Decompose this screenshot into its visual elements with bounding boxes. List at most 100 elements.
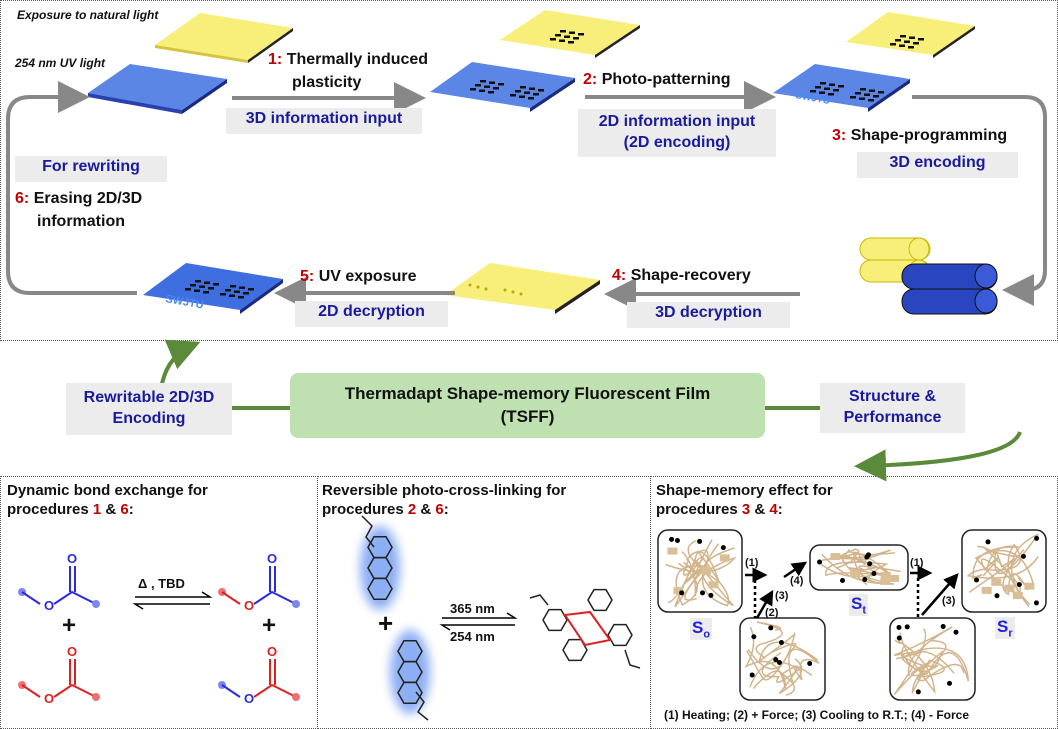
pattern-mark xyxy=(220,293,226,296)
pattern-mark xyxy=(204,281,210,284)
crystalline-domain xyxy=(673,587,684,595)
ester-end xyxy=(92,600,100,608)
pattern-mark xyxy=(878,91,884,94)
crosslink-point xyxy=(896,635,902,641)
crosslink-point xyxy=(915,689,921,695)
pattern-mark xyxy=(873,95,879,98)
pattern-mark xyxy=(503,288,507,292)
step1-label-cont: plasticity xyxy=(292,74,362,91)
pattern-mark xyxy=(864,93,870,96)
ester-bond xyxy=(21,684,41,698)
crosslink-point xyxy=(773,657,779,663)
polymer-strand xyxy=(675,562,709,606)
arrow-step3 xyxy=(912,95,1047,306)
pattern-mark xyxy=(819,91,825,94)
pattern-mark xyxy=(820,82,826,85)
pattern-mark xyxy=(185,288,191,291)
uv-light-label: 254 nm UV light xyxy=(15,56,106,70)
crosslink-point xyxy=(674,537,680,543)
film-yellow-recovered xyxy=(445,263,600,314)
crosslink-point xyxy=(839,578,845,584)
pattern-mark xyxy=(855,92,861,95)
box-rewritable-encoding: Rewritable 2D/3D Encoding xyxy=(66,383,232,435)
ester-oxygen: O xyxy=(67,644,77,659)
crosslink-point xyxy=(1034,535,1040,541)
box-3d-decryption: 3D decryption xyxy=(627,302,790,328)
benzene-ring xyxy=(587,588,613,612)
pattern-mark xyxy=(890,43,896,46)
crosslink-point xyxy=(947,680,953,686)
pattern-mark xyxy=(538,89,544,92)
ester-bond xyxy=(221,684,241,698)
crosslink-point xyxy=(807,661,813,667)
pattern-mark xyxy=(225,289,231,292)
pattern-mark xyxy=(470,88,476,91)
crosslink-point xyxy=(1016,582,1022,588)
film-blue-swjtu xyxy=(143,263,283,314)
pattern-mark xyxy=(510,94,516,97)
step-heating-2: (1) xyxy=(910,557,924,569)
crosslink-point xyxy=(953,629,959,635)
crystalline-domain xyxy=(701,567,712,575)
film-blue-3-patterned xyxy=(773,64,910,112)
crystalline-domain xyxy=(708,581,719,589)
ester-oxygen: O xyxy=(44,691,54,706)
crosslink-point xyxy=(871,571,877,577)
crystalline-domain xyxy=(830,553,841,561)
crystalline-domain xyxy=(981,586,992,594)
pattern-mark xyxy=(511,290,515,294)
pattern-mark xyxy=(239,286,245,289)
green-arrow-down xyxy=(854,431,1022,482)
pattern-mark xyxy=(498,83,504,86)
crosslink-point xyxy=(1020,553,1026,559)
film-yellow-1 xyxy=(155,13,293,63)
pattern-mark xyxy=(900,35,906,38)
crosslink-point xyxy=(817,559,823,565)
pattern-mark xyxy=(230,285,236,288)
plus-sign-3: + xyxy=(378,608,394,638)
crosslink-point xyxy=(751,634,757,640)
pattern-mark xyxy=(573,37,579,40)
plus-sign-2: + xyxy=(262,612,277,639)
plus-sign-1: + xyxy=(62,612,77,639)
pattern-mark xyxy=(564,35,570,38)
equilibrium-arrows-2 xyxy=(439,612,518,631)
pattern-mark xyxy=(533,93,539,96)
crosslink-point xyxy=(896,625,902,631)
step-cooling-1: (3) xyxy=(775,590,789,602)
box-2d-decryption: 2D decryption xyxy=(295,301,448,327)
pattern-mark xyxy=(488,91,494,94)
pattern-marks xyxy=(185,30,924,299)
panel1-title: Dynamic bond exchange for procedures 1 & … xyxy=(7,482,208,518)
step6-label: 6: Erasing 2D/3D xyxy=(15,190,143,207)
ester-end xyxy=(292,693,300,701)
pattern-mark xyxy=(520,86,526,89)
pattern-mark xyxy=(208,287,214,290)
pattern-mark xyxy=(913,42,919,45)
step4-label: 4: Shape-recovery xyxy=(612,267,751,284)
alkyl-chain xyxy=(361,515,375,548)
pattern-mark xyxy=(869,89,875,92)
crosslink-point xyxy=(904,624,910,630)
pattern-mark xyxy=(515,90,521,93)
pattern-mark xyxy=(476,285,480,289)
polymer-network-boxes xyxy=(657,529,1047,701)
film-yellow-3 xyxy=(846,12,975,58)
ester-end xyxy=(292,600,300,608)
pattern-mark xyxy=(190,284,196,287)
benzene-ring xyxy=(397,681,423,704)
crosslink-point xyxy=(749,672,755,678)
step2-label: 2: Photo-patterning xyxy=(583,71,731,88)
ester-bond xyxy=(253,683,297,698)
pattern-mark xyxy=(555,34,561,37)
step1-label: 1: Thermally induced xyxy=(268,51,429,68)
pattern-mark xyxy=(243,292,249,295)
condition-label: Δ , TBD xyxy=(138,576,185,591)
crystalline-domain xyxy=(1004,584,1015,592)
box-3d-encoding: 3D encoding xyxy=(857,152,1018,178)
crystalline-domain xyxy=(880,571,891,579)
pattern-mark xyxy=(560,30,566,33)
benzene-ring xyxy=(542,608,568,632)
arrow-step6-loop xyxy=(6,81,137,295)
